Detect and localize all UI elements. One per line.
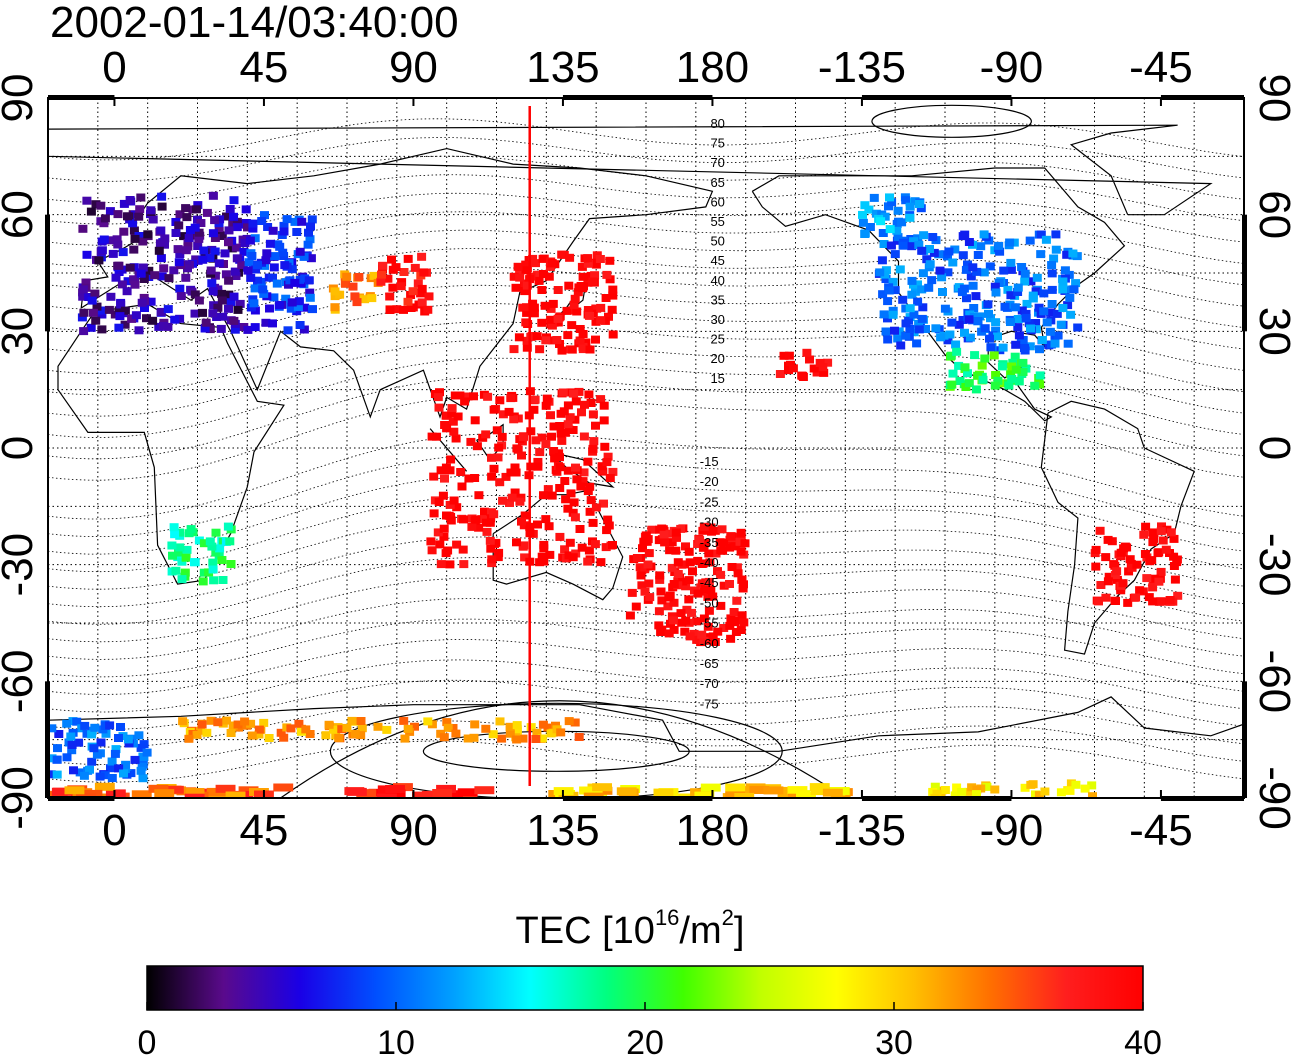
bottom-lon-label: -90: [980, 806, 1044, 855]
contour-label: 45: [710, 253, 724, 268]
bottom-lon-label: 135: [526, 806, 599, 855]
contour-label: -50: [700, 595, 719, 610]
contour-label: -40: [700, 555, 719, 570]
contour-label: 15: [710, 371, 724, 386]
tec-data-cells: [48, 191, 1183, 798]
colorbar-tick-label: 10: [377, 1024, 415, 1057]
contour-label: -65: [700, 656, 719, 671]
left-lat-label: -60: [0, 650, 42, 714]
top-lon-label: 135: [526, 43, 599, 92]
contour-label: 70: [710, 155, 724, 170]
contour-label: 65: [710, 175, 724, 190]
left-lat-label: -90: [0, 766, 42, 830]
axes: 0 0 45 45 90 90 135 135 180 180 -135 -135 -90 -90 -45 -…: [0, 43, 1292, 855]
top-lon-label: 45: [239, 43, 288, 92]
contour-label: 55: [710, 214, 724, 229]
left-lat-label: 90: [0, 74, 42, 123]
left-lat-label: -30: [0, 533, 42, 597]
right-lat-label: 90: [1250, 74, 1292, 123]
contour-label: 60: [710, 194, 724, 209]
contour-label: -35: [700, 535, 719, 550]
contour-label: -25: [700, 494, 719, 509]
plot-title: 2002-01-14/03:40:00: [50, 0, 459, 47]
top-lon-label: -135: [818, 43, 906, 92]
contour-label: -15: [700, 454, 719, 469]
right-lat-label: 0: [1250, 436, 1292, 460]
colorbar-tick-label: 20: [626, 1024, 664, 1057]
left-lat-label: 0: [0, 436, 42, 460]
contour-label: -55: [700, 616, 719, 631]
contour-label: 25: [710, 332, 724, 347]
bottom-lon-label: 0: [102, 806, 126, 855]
left-lat-label: 30: [0, 307, 42, 356]
top-lon-label: 0: [102, 43, 126, 92]
right-lat-label: 30: [1250, 307, 1292, 356]
right-lat-label: -30: [1250, 533, 1292, 597]
contour-label: 75: [710, 136, 724, 151]
colorbar-title: TEC [1016/m2]: [515, 905, 745, 953]
bottom-lon-label: 45: [239, 806, 288, 855]
top-lon-label: 90: [389, 43, 438, 92]
left-lat-label: 60: [0, 190, 42, 239]
contour-label: 20: [710, 351, 724, 366]
bottom-lon-label: 90: [389, 806, 438, 855]
top-lon-label: -45: [1129, 43, 1193, 92]
lat-lon-grid: [48, 98, 1244, 798]
contour-label: -75: [700, 696, 719, 711]
bottom-lon-label: 180: [676, 806, 749, 855]
contour-label: -60: [700, 636, 719, 651]
contour-label: 40: [710, 273, 724, 288]
contour-label: -30: [700, 515, 719, 530]
contour-label: 50: [710, 234, 724, 249]
bottom-lon-label: -45: [1129, 806, 1193, 855]
contour-label: 30: [710, 312, 724, 327]
top-lon-label: -90: [980, 43, 1044, 92]
contour-labels: 80 75 70 65 60 55 50 45 40 35 30 25 20 15 -15 -20 -25 -30…: [700, 116, 725, 711]
right-lat-label: -60: [1250, 650, 1292, 714]
bottom-lon-label: -135: [818, 806, 906, 855]
colorbar-tick-label: 30: [875, 1024, 913, 1057]
contour-label: -45: [700, 575, 719, 590]
contour-label: -70: [700, 676, 719, 691]
colorbar: 0 10 20 30 40: [138, 965, 1162, 1057]
right-lat-label: 60: [1250, 190, 1292, 239]
contour-label: -20: [700, 474, 719, 489]
contour-label: 35: [710, 292, 724, 307]
right-lat-label: -90: [1250, 766, 1292, 830]
colorbar-tick-label: 40: [1124, 1024, 1162, 1057]
top-lon-label: 180: [676, 43, 749, 92]
colorbar-tick-label: 0: [138, 1024, 157, 1057]
contour-label: 80: [710, 116, 724, 131]
